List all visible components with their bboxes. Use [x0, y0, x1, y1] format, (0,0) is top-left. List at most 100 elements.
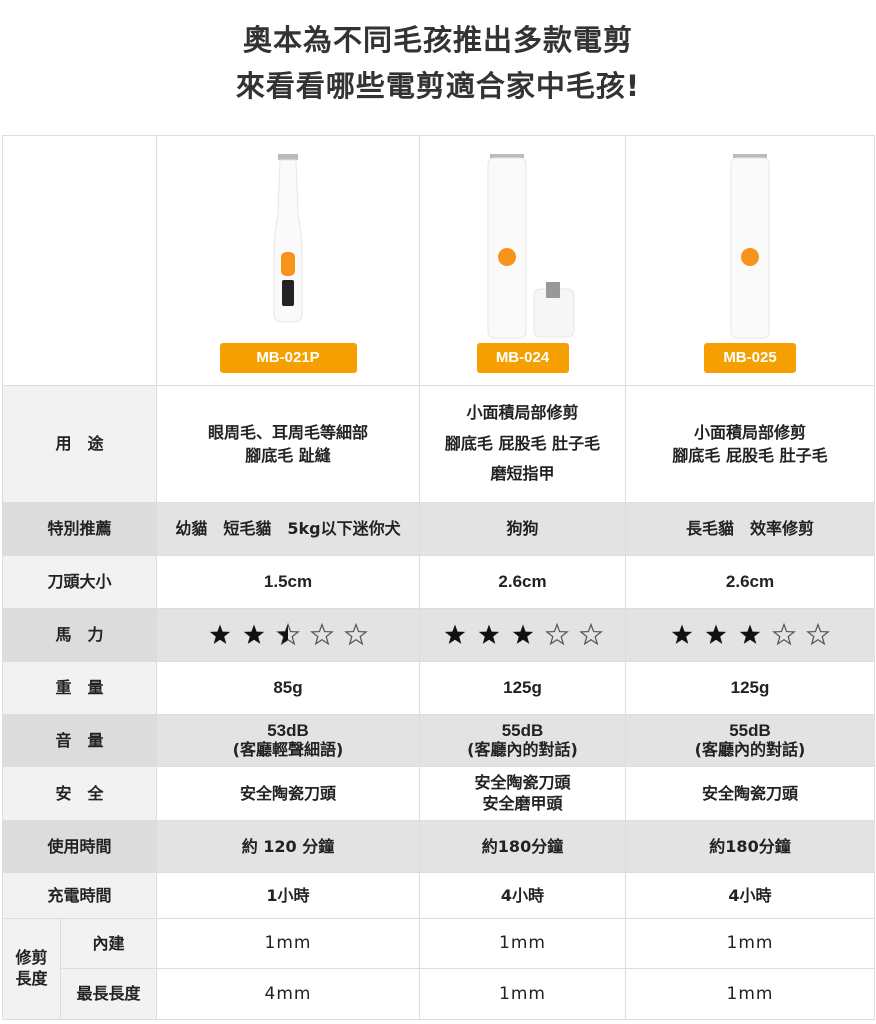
power-rating — [419, 608, 626, 662]
safety-line: 安全陶瓷刀頭 — [239, 783, 336, 803]
noise-db: 53dB — [267, 720, 309, 740]
row-label: 馬 力 — [2, 608, 157, 662]
noise-db: 55dB — [501, 720, 544, 740]
safety-line: 安全陶瓷刀頭 — [474, 772, 571, 792]
recommend-cell: 長毛貓 效率修剪 — [625, 502, 875, 556]
product-cell-mb-021p: MB-021P — [156, 135, 420, 386]
usage-cell: 小面積局部修剪腳底毛 屁股毛 肚子毛 磨短指甲 — [419, 385, 626, 503]
row-label: 充電時間 — [2, 872, 157, 919]
noise-cell: 55dB (客廳內的對話) — [625, 714, 875, 767]
safety-line: 安全陶瓷刀頭 — [701, 783, 798, 803]
row-charge-time: 充電時間 1小時 4小時 4小時 — [2, 872, 875, 919]
star-filled-icon — [705, 624, 727, 645]
row-label: 安 全 — [2, 766, 157, 821]
row-noise: 音 量 53dB (客廳輕聲細語) 55dB (客廳內的對話) 55dB (客廳內的對… — [2, 714, 875, 767]
noise-cell: 53dB (客廳輕聲細語) — [156, 714, 420, 767]
builtin-cell: 1mm — [156, 918, 420, 969]
safety-cell: 安全陶瓷刀頭 安全磨甲頭 — [419, 766, 626, 821]
usage-line: 磨短指甲 — [490, 464, 555, 484]
weight-cell: 125g — [419, 661, 626, 715]
noise-db: 55dB — [729, 720, 771, 740]
power-rating — [625, 608, 875, 662]
row-label: 刀頭大小 — [2, 555, 157, 609]
recommend-cell: 幼貓 短毛貓 5kg以下迷你犬 — [156, 502, 420, 556]
product-cell-mb-024: MB-024 — [419, 135, 626, 386]
row-recommend: 特別推薦 幼貓 短毛貓 5kg以下迷你犬 狗狗 長毛貓 效率修剪 — [2, 502, 875, 556]
star-filled-icon — [512, 624, 533, 645]
row-label: 音 量 — [2, 714, 157, 767]
noise-desc: (客廳內的對話) — [694, 740, 806, 760]
star-filled-icon — [209, 624, 231, 645]
weight-cell: 125g — [625, 661, 875, 715]
row-usage: 用 途 眼周毛、耳周毛等細部 腳底毛 趾縫 小面積局部修剪 腳底毛 屁股毛 肚子毛磨… — [2, 385, 875, 503]
max-length-cell: 4mm — [156, 968, 420, 1020]
product-cell-mb-025: MB-025 — [625, 135, 875, 386]
safety-line: 安全磨甲頭 — [482, 793, 563, 813]
star-filled-icon — [478, 624, 499, 645]
row-label: 使用時間 — [2, 820, 157, 873]
usage-line: 小面積局部修剪 — [693, 422, 806, 442]
usage-line: 眼周毛、耳周毛等細部 — [207, 422, 368, 442]
star-filled-icon — [671, 624, 693, 645]
use-time-cell: 約180分鐘 — [419, 820, 626, 873]
star-half-icon — [276, 623, 300, 646]
model-badge: MB-025 — [704, 343, 796, 373]
blade-size-cell: 2.6cm — [625, 555, 875, 609]
row-label-trim-length: 修剪長度 — [2, 918, 61, 1020]
row-max-length: 最長長度 4mm 1mm 1mm — [3, 968, 875, 1020]
charge-time-cell: 4小時 — [625, 872, 875, 919]
star-empty-icon — [544, 623, 569, 646]
builtin-cell: 1mm — [625, 918, 875, 969]
row-label: 內建 — [60, 918, 157, 969]
row-label: 最長長度 — [60, 968, 157, 1020]
power-rating — [156, 608, 420, 662]
row-label: 特別推薦 — [2, 502, 157, 556]
row-power: 馬 力 — [2, 608, 875, 662]
row-safety: 安 全 安全陶瓷刀頭 安全陶瓷刀頭 安全磨甲頭 安全陶瓷刀頭 — [2, 766, 875, 821]
star-filled-icon — [243, 624, 265, 645]
max-length-cell: 1mm — [625, 968, 875, 1020]
model-badge: MB-024 — [476, 343, 569, 373]
row-label: 重 量 — [2, 661, 157, 715]
usage-cell: 小面積局部修剪腳底毛 屁股毛 肚子毛 — [625, 385, 875, 503]
noise-cell: 55dB (客廳內的對話) — [419, 714, 626, 767]
star-empty-icon — [806, 623, 830, 646]
use-time-cell: 約180分鐘 — [625, 820, 875, 873]
noise-desc: (客廳內的對話) — [467, 740, 578, 760]
star-filled-icon — [444, 624, 465, 645]
headline-line-2: 來看看哪些電剪適合家中毛孩! — [235, 69, 641, 103]
star-empty-icon — [772, 623, 796, 646]
row-label: 用 途 — [2, 385, 157, 503]
star-filled-icon — [739, 624, 761, 645]
use-time-cell: 約 120 分鐘 — [156, 820, 420, 873]
corner-cell — [2, 135, 157, 386]
recommend-cell: 狗狗 — [419, 502, 626, 556]
trimmer-mb-024-image — [487, 154, 574, 339]
star-empty-icon — [578, 623, 603, 646]
headline-line-1: 奧本為不同毛孩推出多款電剪 — [242, 23, 633, 57]
usage-line: 小面積局部修剪 — [466, 403, 579, 423]
model-badge: MB-021P — [219, 343, 357, 373]
row-blade-size: 刀頭大小 1.5cm 2.6cm 2.6cm — [2, 555, 875, 609]
charge-time-cell: 4小時 — [419, 872, 626, 919]
safety-cell: 安全陶瓷刀頭 — [156, 766, 420, 821]
blade-size-cell: 2.6cm — [419, 555, 626, 609]
usage-line: 腳底毛 趾縫 — [245, 446, 331, 465]
usage-line: 腳底毛 屁股毛 肚子毛 — [672, 446, 828, 465]
row-builtin: 修剪長度 內建 1mm 1mm 1mm — [2, 918, 875, 1020]
star-empty-icon — [310, 623, 334, 646]
safety-cell: 安全陶瓷刀頭 — [625, 766, 875, 821]
weight-cell: 85g — [156, 661, 420, 715]
max-length-cell: 1mm — [419, 968, 626, 1020]
row-weight: 重 量 85g 125g 125g — [2, 661, 875, 715]
trimmer-mb-021p-image — [273, 154, 303, 323]
trimmer-mb-025-image — [730, 154, 770, 339]
row-use-time: 使用時間 約 120 分鐘 約180分鐘 約180分鐘 — [2, 820, 875, 873]
usage-cell: 眼周毛、耳周毛等細部 腳底毛 趾縫 — [156, 385, 420, 503]
usage-line: 腳底毛 屁股毛 肚子毛 — [444, 433, 601, 453]
builtin-cell: 1mm — [419, 918, 626, 969]
charge-time-cell: 1小時 — [156, 872, 420, 919]
noise-desc: (客廳輕聲細語) — [232, 740, 344, 760]
blade-size-cell: 1.5cm — [156, 555, 420, 609]
trim-length-label: 修剪長度 — [15, 948, 48, 988]
